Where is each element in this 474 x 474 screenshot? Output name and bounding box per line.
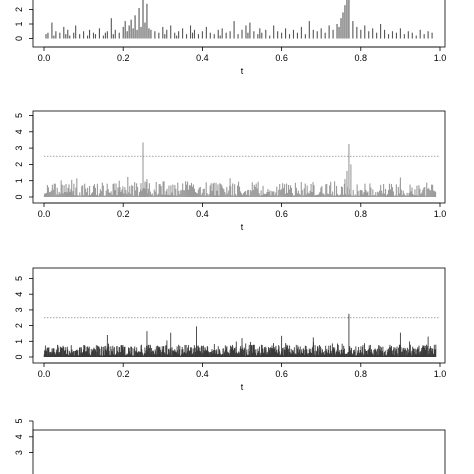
x-tick-label: 0.0 <box>38 369 51 379</box>
x-tick-label: 0.0 <box>38 53 51 63</box>
x-tick-label: 0.4 <box>196 53 209 63</box>
panel-2: 0.0 0.2 0.4 0.6 0.8 1.0 t 0 1 2 3 4 5 <box>14 110 447 232</box>
y-tick-label: 1 <box>14 178 24 183</box>
panel-3: 0.0 0.2 0.4 0.6 0.8 1.0 t 0 1 2 3 4 5 <box>14 267 447 392</box>
x-tick-label: 1.0 <box>434 53 447 63</box>
y-tick-label: 1 <box>14 339 24 344</box>
y-tick-label: 4 <box>14 292 24 297</box>
y-tick-label: 3 <box>14 146 24 151</box>
x-tick-label: 0.6 <box>275 53 288 63</box>
x-tick-label: 0.4 <box>196 209 209 219</box>
y-tick-label: 2 <box>14 7 24 12</box>
y-tick-label: 0 <box>14 36 24 41</box>
y-tick-label: 3 <box>14 307 24 312</box>
x-tick-label: 0.2 <box>117 209 130 219</box>
y-tick-label: 4 <box>14 434 24 439</box>
x-axis-title: t <box>241 222 244 232</box>
y-tick-label: 2 <box>14 162 24 167</box>
y-tick-label: 1 <box>14 21 24 26</box>
x-axis-title: t <box>241 382 244 392</box>
panel-4: 3 4 5 <box>14 418 446 474</box>
panel-1: 0.0 0.2 0.4 0.6 0.8 1.0 t 0 1 2 <box>14 0 446 76</box>
y-tick-label: 0 <box>14 354 24 359</box>
x-tick-label: 1.0 <box>434 369 447 379</box>
y-tick-label: 5 <box>14 418 24 423</box>
x-tick-label: 1.0 <box>434 209 447 219</box>
x-tick-label: 0.6 <box>275 369 288 379</box>
y-tick-label: 0 <box>14 194 24 199</box>
bars-group <box>45 0 433 39</box>
plot-frame <box>32 0 446 48</box>
x-tick-label: 0.0 <box>38 209 51 219</box>
x-tick-label: 0.8 <box>355 369 368 379</box>
y-tick-label: 5 <box>14 113 24 118</box>
y-tick-label: 3 <box>14 450 24 455</box>
x-tick-label: 0.2 <box>117 369 130 379</box>
x-tick-label: 0.6 <box>275 209 288 219</box>
y-tick-label: 2 <box>14 323 24 328</box>
x-tick-label: 0.2 <box>117 53 130 63</box>
x-axis-title: t <box>241 66 244 76</box>
bars-group <box>43 313 437 357</box>
x-tick-label: 0.8 <box>355 209 368 219</box>
y-tick-label: 4 <box>14 129 24 134</box>
plot-frame <box>32 429 446 474</box>
x-tick-label: 0.8 <box>355 53 368 63</box>
y-tick-label: 5 <box>14 276 24 281</box>
bars-group <box>43 142 437 197</box>
x-tick-label: 0.4 <box>196 369 209 379</box>
